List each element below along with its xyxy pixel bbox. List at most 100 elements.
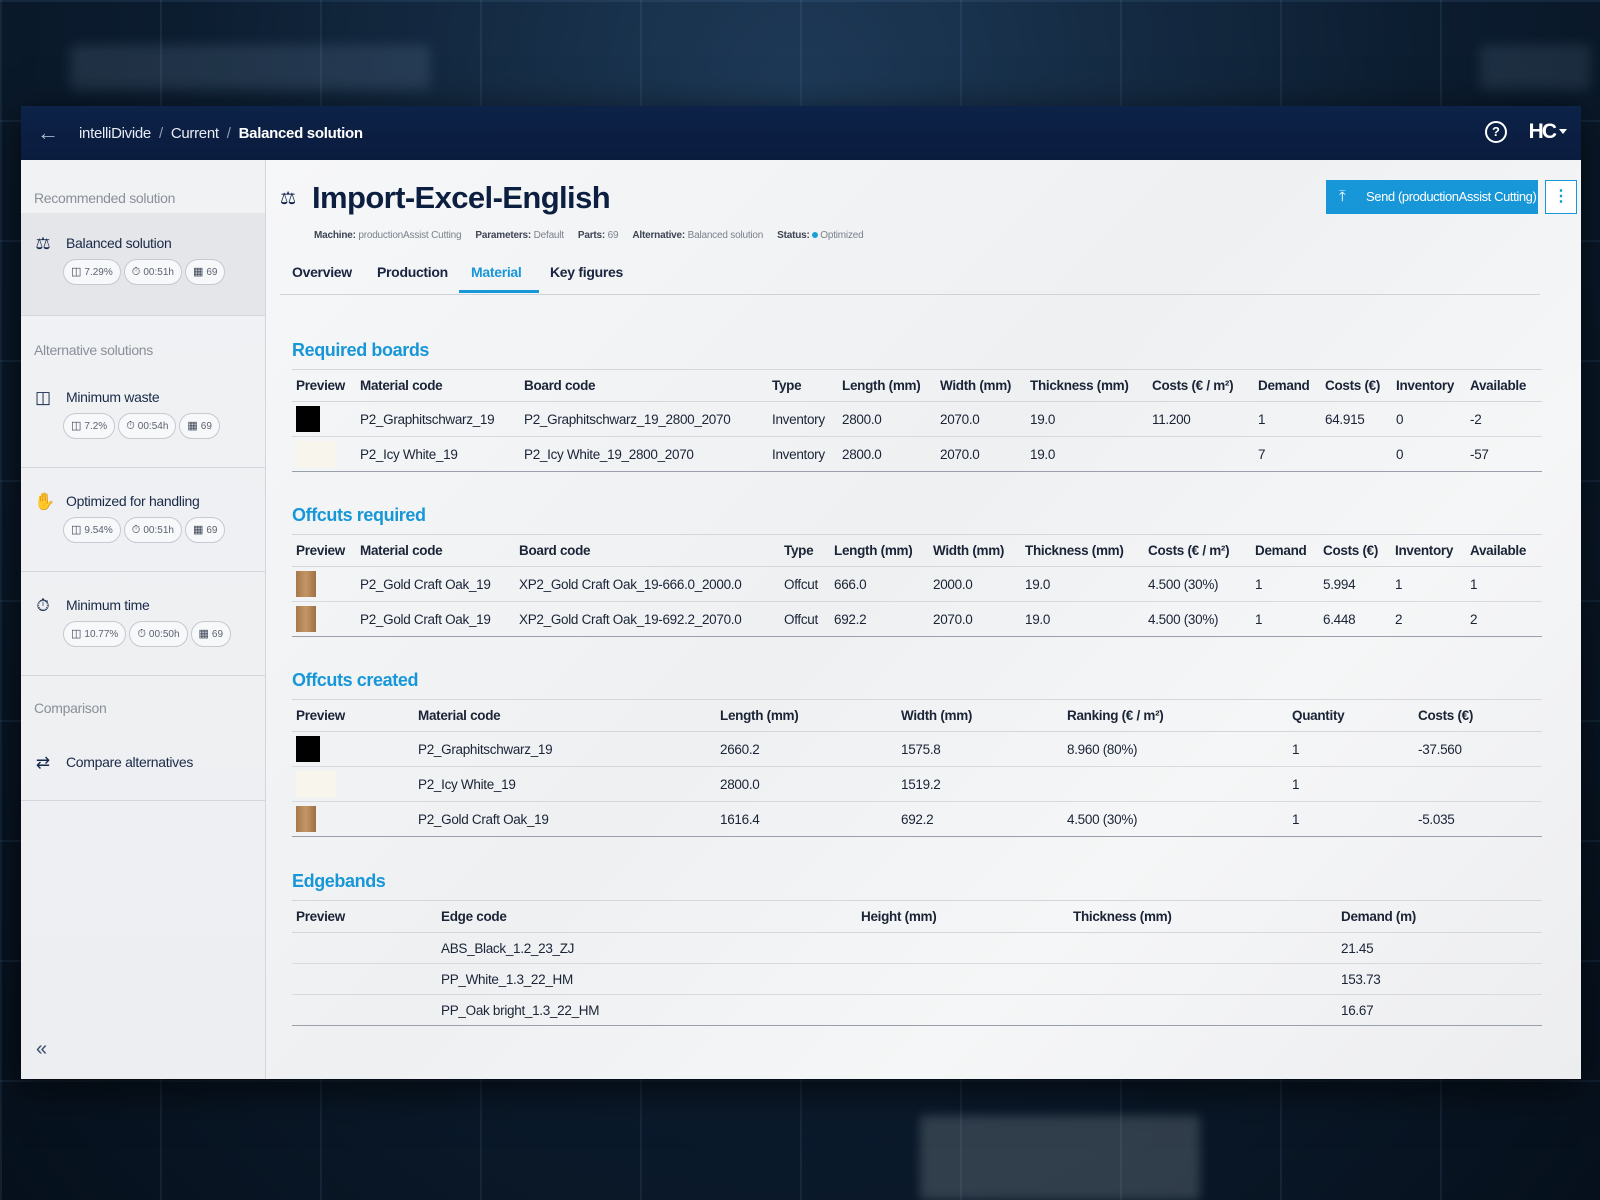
sidebar-item-minimum-waste[interactable]: ◫ Minimum waste ◫ 7.2% ⏱ 00:54h ▦ 69 (21, 367, 265, 467)
tab-overview[interactable]: Overview (292, 264, 352, 280)
column-header[interactable]: Costs (€) (1321, 369, 1392, 402)
table-row[interactable]: P2_Icy White_19 P2_Icy White_19_2800_207… (292, 436, 1542, 472)
breadcrumb: intelliDivide / Current / Balanced solut… (79, 106, 363, 160)
meta-value: Balanced solution (687, 230, 764, 241)
table-cell: 2660.2 (716, 731, 897, 767)
table-cell: 19.0 (1026, 436, 1148, 472)
column-header[interactable]: Thickness (mm) (1026, 369, 1148, 402)
column-header[interactable]: Available (1466, 369, 1542, 402)
column-header[interactable]: Board code (520, 369, 768, 402)
table-row[interactable]: P2_Gold Craft Oak_19 XP2_Gold Craft Oak_… (292, 601, 1542, 637)
column-header[interactable]: Width (mm) (929, 534, 1021, 567)
sidebar-section-title: Alternative solutions (34, 342, 153, 358)
meta-value: productionAssist Cutting (358, 230, 462, 241)
table-row[interactable]: P2_Graphitschwarz_19 P2_Graphitschwarz_1… (292, 401, 1542, 437)
column-header[interactable]: Thickness (mm) (1021, 534, 1144, 567)
sidebar-item-balanced-solution[interactable]: ⚖ Balanced solution ◫ 7.29% ⏱ 00:51h ▦ 69 (21, 213, 265, 315)
section-title: Edgebands (292, 871, 386, 891)
send-button[interactable]: ⤒ Send (productionAssist Cutting) (1326, 180, 1538, 214)
column-header[interactable]: Demand (m) (1337, 900, 1542, 933)
chevron-down-icon[interactable] (1559, 129, 1567, 134)
meta-label: Parts: (577, 230, 606, 241)
sidebar-item-optimized-for-handling[interactable]: ✋ Optimized for handling ◫ 9.54% ⏱ 00:51h … (21, 471, 265, 571)
time-value: 00:54h (137, 421, 169, 432)
more-options-icon[interactable]: ⋮ (1545, 180, 1577, 214)
column-header[interactable]: Width (mm) (936, 369, 1026, 402)
table-cell: 64.915 (1321, 401, 1392, 437)
column-header[interactable]: Height (mm) (857, 900, 1069, 933)
table-cell: P2_Gold Craft Oak_19 (356, 566, 515, 602)
column-header[interactable]: Inventory (1392, 369, 1466, 402)
section-title: Required boards (292, 340, 430, 360)
table-cell: P2_Gold Craft Oak_19 (414, 801, 716, 837)
column-header[interactable]: Type (768, 369, 838, 402)
column-header[interactable]: Ranking (€ / m²) (1063, 699, 1288, 732)
help-icon[interactable]: ? (1485, 121, 1507, 143)
tab-material[interactable]: Material (471, 264, 522, 280)
waste-bin-icon: ◫ (71, 628, 82, 640)
column-header[interactable]: Thickness (mm) (1069, 900, 1337, 933)
column-header[interactable]: Type (780, 534, 830, 567)
table-row[interactable]: ABS_Black_1.2_23_ZJ 21.45 (292, 932, 1542, 964)
solution-label: Minimum waste (66, 389, 160, 405)
breadcrumb-item[interactable]: intelliDivide (79, 124, 151, 142)
material-swatch (296, 606, 316, 632)
column-header[interactable]: Costs (€ / m²) (1148, 369, 1254, 402)
time-value: 00:50h (148, 629, 180, 640)
column-header[interactable]: Inventory (1391, 534, 1466, 567)
tab-key-figures[interactable]: Key figures (550, 264, 623, 280)
table-cell: 4.500 (30%) (1144, 601, 1251, 637)
tab-production[interactable]: Production (377, 264, 448, 280)
column-header[interactable]: Material code (414, 699, 716, 732)
column-header[interactable]: Demand (1251, 534, 1319, 567)
column-header[interactable]: Material code (356, 369, 520, 402)
table-row[interactable]: P2_Gold Craft Oak_19 XP2_Gold Craft Oak_… (292, 566, 1542, 602)
table-row[interactable]: PP_Oak bright_1.3_22_HM 16.67 (292, 994, 1542, 1026)
section-title: Offcuts created (292, 670, 419, 690)
preview-cell (292, 436, 356, 472)
sidebar-item-compare-alternatives[interactable]: ⇄ Compare alternatives (21, 732, 265, 796)
solution-label: Balanced solution (66, 235, 172, 251)
collapse-sidebar-icon[interactable]: « (36, 1038, 48, 1060)
column-header[interactable]: Material code (356, 534, 515, 567)
back-arrow-icon[interactable]: ← (37, 120, 59, 145)
breadcrumb-item[interactable]: Current (170, 124, 219, 142)
column-header[interactable]: Costs (€) (1319, 534, 1391, 567)
table-cell: 1 (1391, 566, 1466, 602)
sidebar-item-minimum-time[interactable]: ⏱ Minimum time ◫ 10.77% ⏱ 00:50h ▦ 69 (21, 575, 265, 675)
column-header[interactable]: Quantity (1288, 699, 1414, 732)
logo[interactable]: HC (1528, 120, 1557, 143)
column-header[interactable]: Available (1466, 534, 1542, 567)
parts-icon: ▦ (187, 420, 198, 432)
column-header[interactable]: Costs (€ / m²) (1144, 534, 1251, 567)
time-badge: ⏱ 00:51h (123, 517, 182, 543)
meta-value: 69 (607, 230, 619, 241)
table-cell: 2 (1466, 601, 1542, 637)
app-window: ← intelliDivide / Current / Balanced sol… (21, 106, 1581, 1079)
material-swatch (296, 736, 320, 762)
column-header[interactable]: Length (mm) (716, 699, 897, 732)
table-row[interactable]: P2_Icy White_19 2800.0 1519.2 1 (292, 766, 1542, 802)
hand-icon: ✋ (34, 492, 56, 511)
column-header[interactable]: Edge code (437, 900, 857, 933)
timer-icon: ⏱ (36, 596, 50, 615)
balance-scale-icon: ⚖ (280, 188, 297, 208)
table-row[interactable]: P2_Graphitschwarz_19 2660.2 1575.8 8.960… (292, 731, 1542, 767)
column-header[interactable]: Costs (€) (1414, 699, 1542, 732)
column-header[interactable]: Length (mm) (838, 369, 936, 402)
table-cell: 19.0 (1021, 601, 1144, 637)
column-header[interactable]: Width (mm) (897, 699, 1063, 732)
column-header[interactable]: Demand (1254, 369, 1321, 402)
table-cell: 4.500 (30%) (1063, 801, 1288, 837)
table-row[interactable]: PP_White_1.3_22_HM 153.73 (292, 963, 1542, 995)
table-cell (1069, 963, 1337, 995)
table-row[interactable]: P2_Gold Craft Oak_19 1616.4 692.2 4.500 … (292, 801, 1542, 837)
table-header-row: Preview Material code Board code Type Le… (292, 534, 1542, 567)
waste-bin-icon: ◫ (71, 420, 82, 432)
parts-badge: ▦ 69 (184, 259, 226, 285)
column-header[interactable]: Length (mm) (830, 534, 929, 567)
table-cell: P2_Graphitschwarz_19_2800_2070 (520, 401, 768, 437)
column-header[interactable]: Board code (515, 534, 780, 567)
status-badge: Optimized (820, 230, 864, 241)
preview-cell (292, 963, 437, 995)
